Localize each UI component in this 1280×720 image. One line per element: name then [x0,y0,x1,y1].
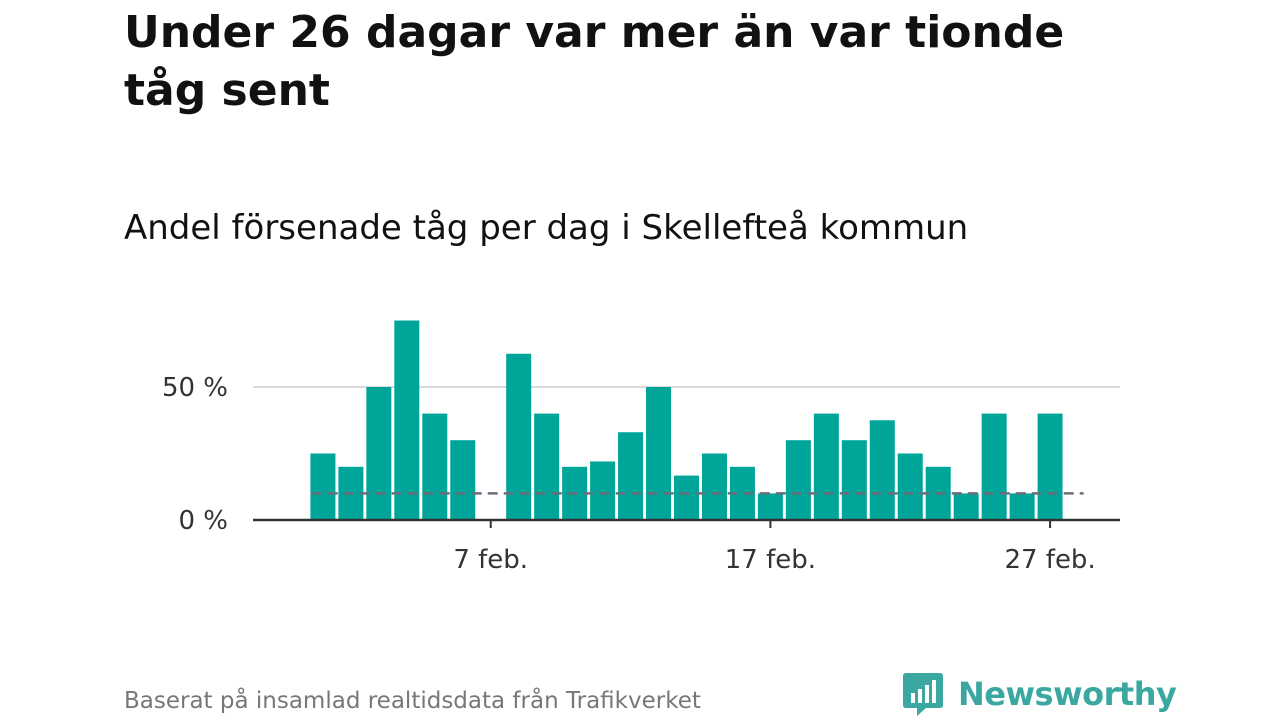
brand-name: Newsworthy [958,675,1177,713]
bar [981,413,1007,520]
bar [422,413,448,520]
bar [394,320,420,520]
bar [506,353,532,520]
bar [646,387,672,520]
brand-logo[interactable]: Newsworthy [902,670,1177,718]
newsworthy-logo-icon [903,673,943,716]
bar [366,387,392,520]
bar [841,440,867,520]
bars [310,320,1063,520]
axes: 0 % 50 % 7 feb. 17 feb. 27 feb. [162,373,1120,575]
bar [674,475,699,520]
y-tick-label: 50 % [162,373,228,403]
bar [701,453,727,520]
bar [310,453,336,520]
chart-title: Under 26 dagar var mer än var tionde tåg… [124,7,1065,116]
bar [1037,413,1063,520]
x-tick-label: 7 feb. [453,545,528,575]
bar [618,432,644,520]
bar [785,440,811,520]
bar [534,413,560,520]
bar [953,493,979,520]
bar [1009,493,1035,520]
chart-subtitle: Andel försenade tåg per dag i Skellefteå… [124,208,969,248]
x-tick-label: 17 feb. [725,545,816,575]
x-tick-label: 27 feb. [1004,545,1095,575]
bar [813,413,839,520]
y-tick-label: 0 % [178,506,228,536]
bar [869,420,895,520]
bar [590,461,616,520]
bar [450,440,476,520]
bar [897,453,923,520]
bar [757,493,783,520]
source-note: Baserat på insamlad realtidsdata från Tr… [124,688,701,714]
